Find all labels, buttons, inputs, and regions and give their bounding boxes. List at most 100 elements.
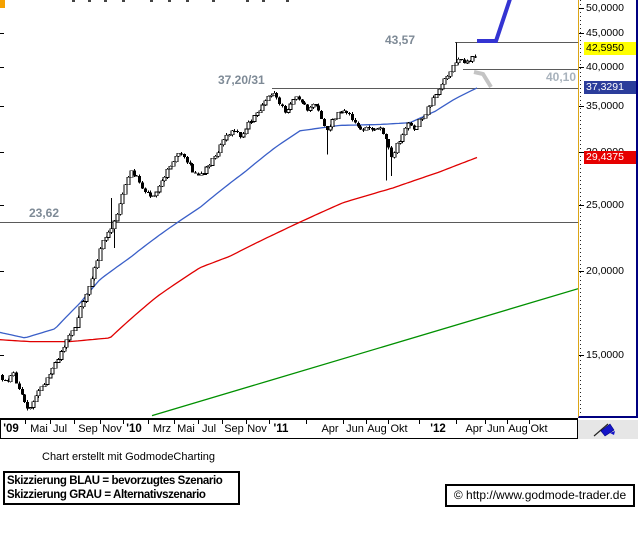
candle-body: [395, 142, 400, 154]
candle-body: [224, 134, 229, 141]
plot-left-tick-20: [0, 271, 4, 272]
candle-body: [298, 96, 301, 100]
price-tick-40: [579, 67, 584, 68]
candle-body: [413, 125, 416, 130]
candle-body: [162, 177, 167, 182]
candle-body: [454, 62, 459, 66]
candle-body: [218, 144, 223, 154]
price-tick-25: [579, 205, 584, 206]
candle-body: [269, 94, 274, 97]
time-tick: [222, 420, 223, 424]
candle-body: [151, 195, 156, 197]
candle-body: [90, 278, 95, 287]
time-label-Jul-2: Jul: [52, 423, 68, 435]
candle-body: [336, 111, 341, 120]
candle-body: [191, 164, 194, 173]
candle-body: [154, 191, 159, 196]
candle-body: [246, 121, 251, 130]
candle-body: [426, 106, 431, 116]
candle-body: [70, 330, 75, 336]
candle-body: [400, 134, 405, 142]
price-tick-35: [579, 106, 584, 107]
level-label-23,62: 23,62: [29, 206, 60, 220]
candle-body: [26, 401, 29, 409]
candle-body: [48, 373, 53, 379]
time-label-Aug-19: Aug: [508, 423, 528, 435]
candle-body: [31, 401, 36, 408]
candle-body: [315, 104, 318, 106]
candle-body: [144, 188, 147, 193]
price-label-35: 35,0000: [586, 100, 624, 112]
pin-cell: [578, 420, 638, 439]
candle-body: [249, 121, 254, 123]
time-label-Aug-14: Aug: [367, 423, 387, 435]
candle-body: [34, 395, 39, 403]
candle-body: [414, 126, 419, 130]
candle-body: [180, 153, 183, 155]
price-tick-30: [579, 152, 584, 153]
candle-body: [157, 186, 162, 193]
candle-body: [171, 161, 176, 167]
candle-body: [323, 119, 326, 127]
price-label-20: 20,0000: [586, 265, 624, 277]
candle-body: [53, 362, 58, 369]
candle-body: [406, 122, 411, 129]
candle-body: [109, 228, 114, 233]
candle-body: [56, 359, 61, 363]
candle-body: [333, 118, 338, 121]
clipped-title-fragment: [186, 0, 189, 2]
candle-body: [375, 128, 380, 131]
price-marker-29,4375: 29,4375: [584, 151, 636, 164]
candle-body: [278, 97, 281, 105]
time-tick: [100, 420, 101, 424]
candle-body: [15, 372, 18, 384]
price-marker-37,3291: 37,3291: [584, 81, 636, 94]
candle-body: [420, 117, 425, 120]
candle-body: [410, 123, 413, 126]
candle-body: [147, 192, 150, 194]
time-label-'12-16: '12: [430, 423, 446, 435]
candle-body: [266, 95, 271, 101]
candle-body: [241, 133, 246, 138]
candle-body: [474, 56, 477, 58]
time-label-Mai-7: Mai: [177, 423, 195, 435]
candle-body: [112, 220, 117, 230]
candle-body: [431, 97, 436, 106]
candle-body: [21, 388, 24, 395]
candle-body: [76, 317, 81, 328]
price-tick-20: [579, 271, 584, 272]
price-tick-45: [579, 33, 584, 34]
candle-body: [39, 386, 44, 392]
copyright-text: © http://www.godmode-trader.de: [453, 488, 627, 502]
candle-body: [357, 122, 360, 127]
candle-body: [23, 394, 26, 402]
candle-body: [106, 231, 111, 238]
candle-body: [36, 390, 41, 397]
candle-body: [160, 180, 165, 187]
candle-body: [364, 126, 369, 131]
candle-body: [294, 96, 299, 100]
candle-body: [362, 129, 365, 131]
time-label-Jun-13: Jun: [346, 423, 364, 435]
time-label-Jul-8: Jul: [201, 423, 217, 435]
candle-body: [204, 166, 209, 174]
candle-body: [174, 155, 179, 163]
candle-body: [440, 83, 445, 90]
candle-body: [428, 104, 433, 108]
candle-body: [197, 173, 200, 176]
time-label-Sep-3: Sep: [78, 423, 98, 435]
candle-body: [236, 131, 239, 133]
candle-body: [186, 157, 189, 163]
candle-body: [81, 301, 86, 308]
clipped-title-fragment: [246, 0, 249, 2]
candle-body: [382, 127, 385, 135]
time-tick: [343, 420, 344, 424]
candle-body: [11, 372, 16, 377]
candle-body: [135, 175, 138, 177]
candle-body: [354, 120, 357, 123]
candle-body: [398, 141, 403, 144]
candle-body: [460, 59, 463, 61]
time-tick: [174, 420, 175, 424]
candle-body: [263, 100, 268, 106]
candle-body: [451, 64, 456, 73]
